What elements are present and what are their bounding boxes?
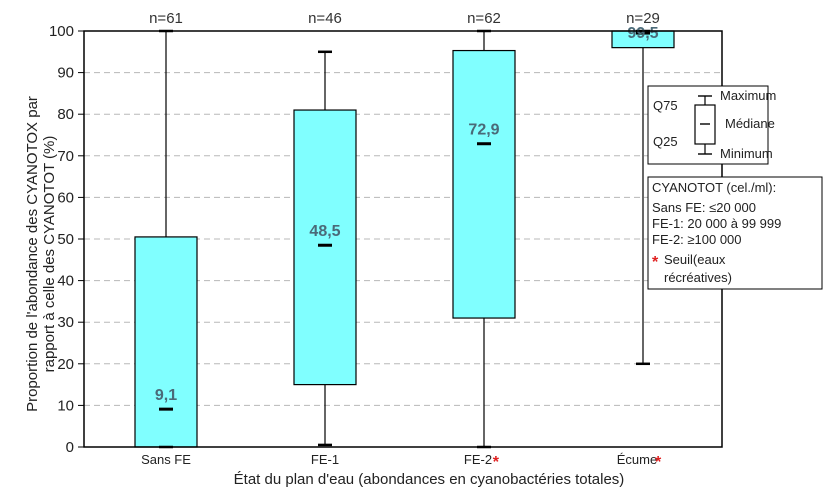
legend-asterisk: * [652, 254, 659, 271]
n-label: n=29 [626, 10, 660, 27]
legend-key: Maximum Q75 Médiane Q25 Minimum [647, 85, 776, 165]
legend-mediane: Médiane [725, 116, 775, 131]
y-tick-label: 50 [57, 231, 74, 248]
legend-info-line-1: Sans FE: ≤20 000 [652, 200, 756, 215]
asterisk-mark: * [493, 454, 500, 471]
y-tick-label: 70 [57, 148, 74, 165]
median-label: 72,9 [468, 122, 499, 139]
box [134, 236, 198, 448]
y-tick-label: 0 [66, 439, 74, 456]
legend-maximum: Maximum [720, 88, 776, 103]
legend-q75: Q75 [653, 98, 678, 113]
y-tick-label: 100 [49, 23, 74, 40]
asterisk-mark: * [655, 454, 662, 471]
x-axis-label: État du plan d'eau (abondances en cyanob… [234, 471, 625, 488]
y-tick-label: 40 [57, 273, 74, 290]
legend-info-frame [647, 176, 823, 290]
legend-info-title: CYANOTOT (cel./ml): [652, 180, 776, 195]
median-label: 48,5 [309, 223, 340, 240]
category-label: FE-2 [464, 452, 492, 467]
y-tick-label: 60 [57, 189, 74, 206]
category-label: Sans FE [141, 452, 191, 467]
y-tick-label: 10 [57, 397, 74, 414]
legend-info-line-3: FE-2: ≥100 000 [652, 232, 742, 247]
legend-minimum: Minimum [720, 146, 773, 161]
legend-info: CYANOTOT (cel./ml): Sans FE: ≤20 000 FE-… [647, 176, 823, 290]
y-tick-label: 30 [57, 314, 74, 331]
category-label: Écume [617, 452, 657, 467]
y-axis-ticks: 0 10 20 30 40 50 60 70 80 90 100 [49, 23, 84, 456]
median-label: 9,1 [155, 387, 177, 404]
category-label: FE-1 [311, 452, 339, 467]
y-tick-label: 90 [57, 65, 74, 82]
box [293, 109, 357, 386]
n-label: n=46 [308, 10, 342, 27]
n-label: n=61 [149, 10, 183, 27]
grid-lines [84, 72, 722, 406]
y-axis-label-line1: Proportion de l'abondance des CYANOTOX p… [24, 96, 41, 412]
box [452, 49, 516, 319]
legend-q25: Q25 [653, 134, 678, 149]
legend-seuil-line2: récréatives) [664, 270, 732, 285]
y-tick-label: 80 [57, 106, 74, 123]
n-label: n=62 [467, 10, 501, 27]
legend-info-line-2: FE-1: 20 000 à 99 999 [652, 216, 781, 231]
y-tick-label: 20 [57, 356, 74, 373]
median-label: 99,5 [627, 25, 658, 42]
y-axis-label-line2: rapport à celle des CYANOTOT (%) [41, 136, 58, 373]
legend-seuil-line1: Seuil(eaux [664, 252, 726, 267]
